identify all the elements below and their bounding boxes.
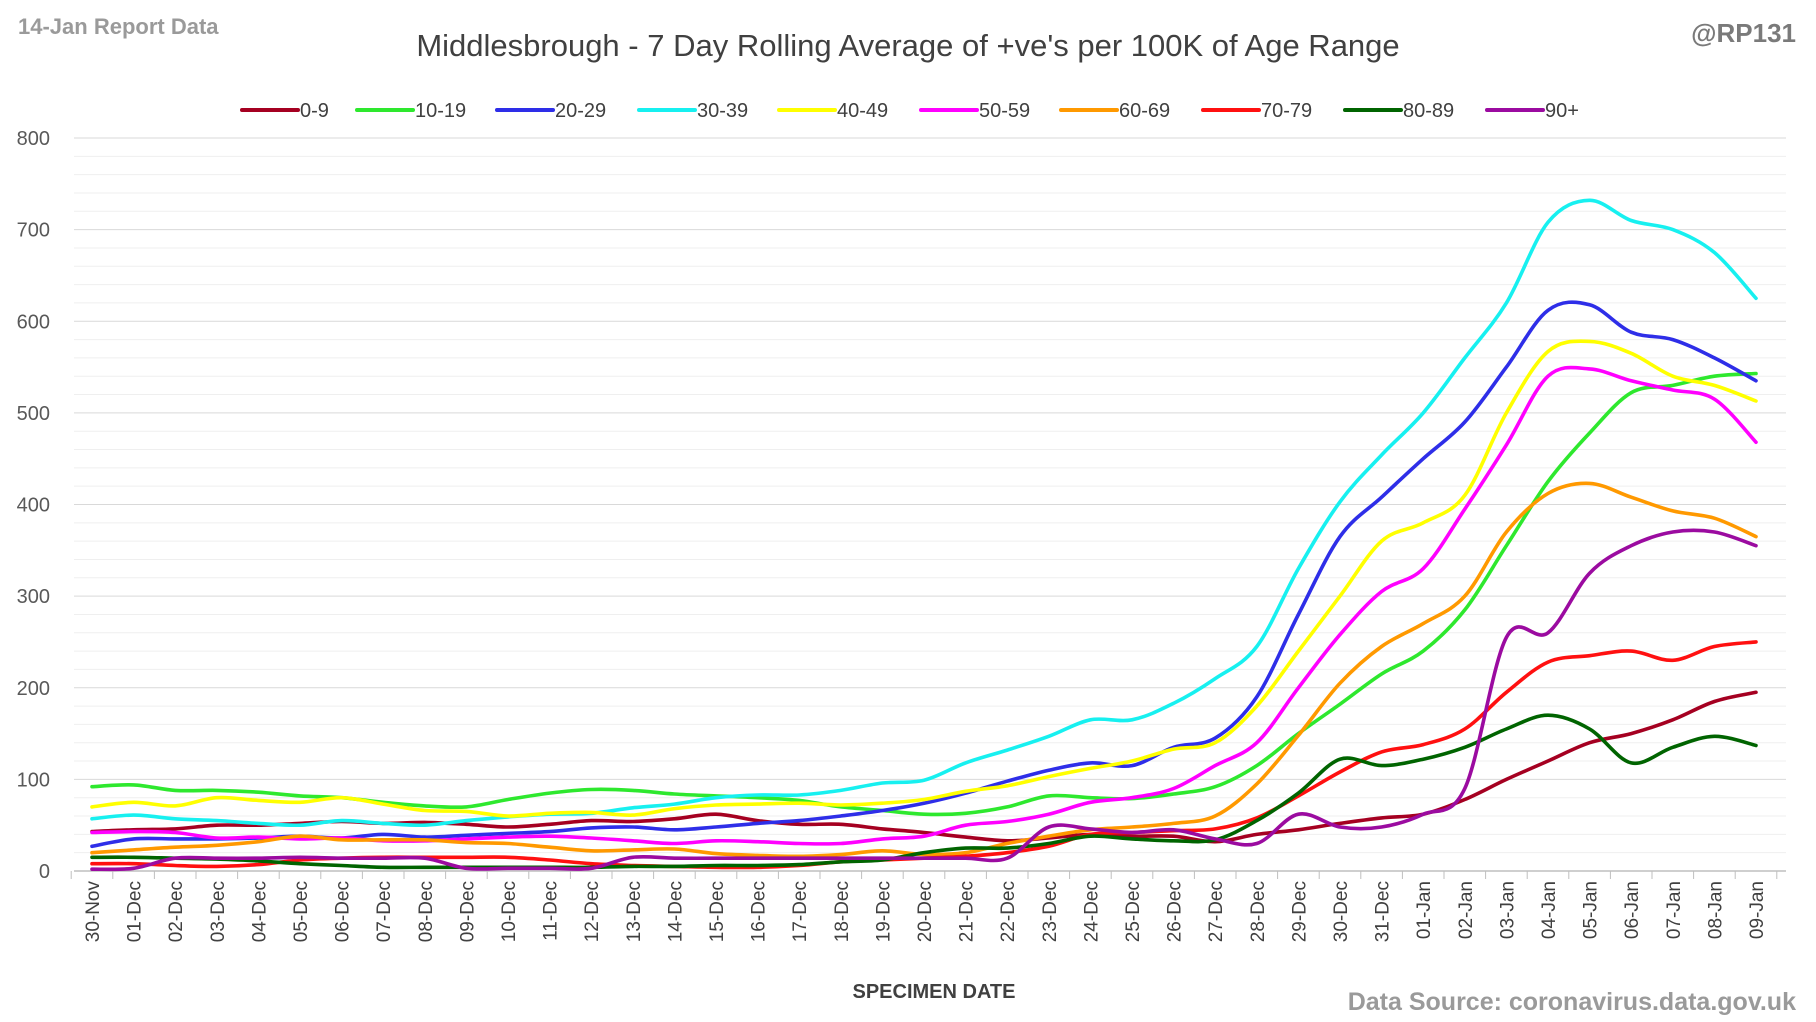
x-tick-label: 21-Dec	[957, 881, 978, 942]
x-tick-label: 25-Dec	[1123, 881, 1144, 942]
x-tick-label: 10-Dec	[499, 881, 520, 942]
x-tick-label: 01-Jan	[1414, 881, 1435, 939]
x-axis-label: SPECIMEN DATE	[853, 981, 1016, 1003]
gridlines	[74, 137, 1786, 854]
x-tick-label: 30-Dec	[1331, 881, 1352, 942]
series-line-20-29	[90, 300, 1758, 849]
x-tick-label: 14-Dec	[665, 881, 686, 942]
legend-item-70-79: 70-79	[1201, 100, 1312, 122]
x-tick-label: 08-Dec	[416, 881, 437, 942]
y-tick-label: 800	[17, 128, 50, 150]
series-lines	[90, 198, 1758, 872]
legend-label: 20-29	[555, 100, 606, 122]
chart-title: Middlesbrough - 7 Day Rolling Average of…	[416, 28, 1399, 63]
x-tick-label: 12-Dec	[582, 881, 603, 942]
y-axis-ticks: 0 100 200 300 400 500 600 700 800	[17, 128, 50, 883]
legend-label: 10-19	[415, 100, 466, 122]
x-tick-label: 11-Dec	[541, 881, 562, 941]
legend-item-60-69: 60-69	[1059, 100, 1170, 122]
x-tick-label: 04-Jan	[1539, 881, 1560, 939]
x-tick-label: 29-Dec	[1289, 881, 1310, 942]
legend-label: 30-39	[697, 100, 748, 122]
data-source: Data Source: coronavirus.data.gov.uk	[1348, 988, 1796, 1016]
legend-item-40-49: 40-49	[777, 100, 888, 122]
x-tick-label: 27-Dec	[1206, 881, 1227, 942]
y-tick-label: 0	[39, 861, 50, 883]
x-tick-label: 30-Nov	[83, 881, 104, 943]
series-line-40-49	[90, 339, 1758, 818]
y-tick-label: 300	[17, 586, 50, 608]
x-tick-label: 09-Dec	[457, 881, 478, 942]
x-tick-label: 07-Dec	[374, 881, 395, 942]
x-tick-label: 05-Dec	[291, 881, 312, 942]
legend-label: 80-89	[1403, 100, 1454, 122]
x-tick-label: 09-Jan	[1747, 881, 1768, 939]
series-line-90plus	[90, 528, 1758, 872]
y-tick-label: 700	[17, 220, 50, 242]
x-tick-label: 17-Dec	[790, 881, 811, 942]
legend-label: 60-69	[1119, 100, 1170, 122]
legend-item-30-39: 30-39	[637, 100, 748, 122]
legend-label: 90+	[1545, 100, 1579, 122]
x-tick-label: 06-Jan	[1622, 881, 1643, 939]
x-tick-label: 19-Dec	[873, 881, 894, 942]
legend-item-50-59: 50-59	[919, 100, 1030, 122]
author-handle: @RP131	[1691, 18, 1796, 48]
x-tick-label: 07-Jan	[1664, 881, 1685, 939]
x-tick-label: 20-Dec	[915, 881, 936, 942]
legend-label: 50-59	[979, 100, 1030, 122]
x-tick-label: 02-Jan	[1456, 881, 1477, 939]
legend: 0-9 10-19 20-29 30-39 40-49 50-59 60-69 70-79 80…	[240, 100, 1579, 122]
series-line-30-39	[90, 198, 1758, 828]
x-tick-label: 02-Dec	[166, 881, 187, 942]
x-tick-label: 13-Dec	[624, 881, 645, 942]
y-tick-label: 500	[17, 403, 50, 425]
x-tick-label: 22-Dec	[998, 881, 1019, 942]
x-tick-label: 15-Dec	[707, 881, 728, 942]
x-tick-label: 16-Dec	[749, 881, 770, 942]
x-tick-label: 26-Dec	[1165, 881, 1186, 942]
y-tick-label: 200	[17, 678, 50, 700]
y-tick-label: 100	[17, 769, 50, 791]
y-tick-label: 400	[17, 495, 50, 517]
x-axis: 30-Nov 01-Dec 02-Dec 03-Dec 04-Dec 05-Dec 06-D…	[70, 870, 1786, 943]
report-label: 14-Jan Report Data	[18, 14, 219, 39]
legend-label: 40-49	[837, 100, 888, 122]
legend-item-80-89: 80-89	[1343, 100, 1454, 122]
x-tick-label: 31-Dec	[1373, 881, 1394, 942]
x-tick-label: 03-Dec	[208, 881, 229, 942]
y-tick-label: 600	[17, 311, 50, 333]
x-tick-label: 06-Dec	[333, 881, 354, 942]
legend-item-90plus: 90+	[1485, 100, 1579, 122]
legend-item-0-9: 0-9	[240, 100, 329, 122]
x-tick-label: 04-Dec	[249, 881, 270, 942]
legend-item-20-29: 20-29	[495, 100, 606, 122]
x-tick-label: 18-Dec	[832, 881, 853, 942]
legend-label: 0-9	[300, 100, 329, 122]
x-tick-label: 05-Jan	[1581, 881, 1602, 939]
legend-label: 70-79	[1261, 100, 1312, 122]
x-tick-label: 03-Jan	[1497, 881, 1518, 939]
x-tick-label: 01-Dec	[125, 881, 146, 942]
x-tick-label: 28-Dec	[1248, 881, 1269, 942]
series-line-60-69	[90, 481, 1758, 859]
x-tick-label: 24-Dec	[1081, 881, 1102, 942]
legend-item-10-19: 10-19	[355, 100, 466, 122]
x-tick-label: 08-Jan	[1705, 881, 1726, 939]
x-tick-label: 23-Dec	[1040, 881, 1061, 942]
